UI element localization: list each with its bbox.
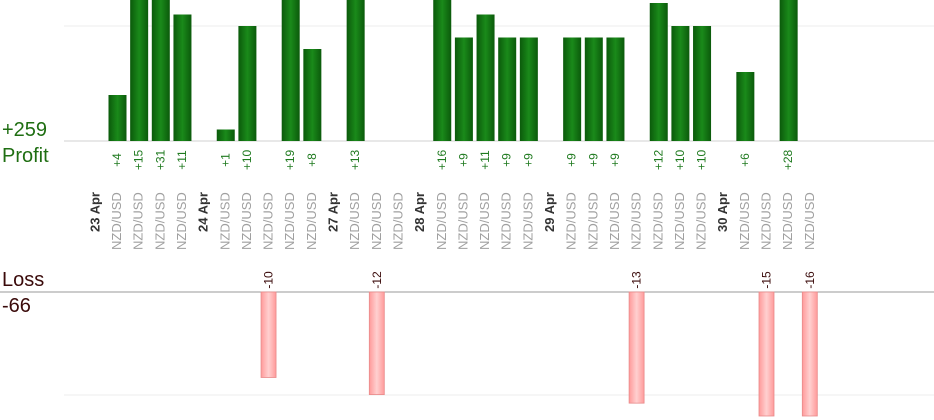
profit-label: Profit — [2, 145, 49, 167]
pair-label: NZD/USD — [780, 192, 795, 250]
pair-label: NZD/USD — [261, 192, 276, 250]
loss-total: -66 — [2, 295, 31, 317]
profit-value-label: +8 — [305, 153, 319, 167]
loss-value-label: -10 — [262, 271, 276, 289]
profit-value-label: +10 — [240, 149, 254, 170]
profit-bar — [779, 0, 798, 141]
pair-label: NZD/USD — [585, 192, 600, 250]
pair-label: NZD/USD — [629, 192, 644, 250]
profit-value-label: +9 — [500, 153, 514, 167]
date-label: 24 Apr — [196, 192, 211, 232]
profit-value-label: +1 — [218, 153, 232, 167]
pair-label: NZD/USD — [607, 192, 622, 250]
date-label: 28 Apr — [412, 192, 427, 232]
loss-bar — [628, 291, 645, 404]
date-label: 30 Apr — [715, 192, 730, 232]
pair-label: NZD/USD — [239, 192, 254, 250]
pair-label: NZD/USD — [564, 192, 579, 250]
profit-value-label: +6 — [738, 153, 752, 167]
profit-value-label: +15 — [132, 149, 146, 170]
profit-value-label: +9 — [586, 153, 600, 167]
date-label: 29 Apr — [542, 192, 557, 232]
profit-value-label: +9 — [608, 153, 622, 167]
profit-bar — [736, 72, 755, 141]
profit-bar — [281, 0, 300, 141]
profit-bar — [671, 26, 690, 141]
profit-bar — [130, 0, 149, 141]
pair-label: NZD/USD — [650, 192, 665, 250]
date-label: 27 Apr — [326, 192, 341, 232]
profit-bar — [151, 0, 170, 141]
profit-bar — [649, 3, 668, 141]
date-label: 23 Apr — [87, 192, 102, 232]
profit-bar — [108, 95, 127, 141]
profit-value-label: +19 — [283, 149, 297, 170]
loss-value-label: -15 — [760, 271, 774, 289]
profit-value-label: +9 — [521, 153, 535, 167]
profit-bar — [303, 49, 322, 141]
profit-value-label: +13 — [348, 149, 362, 170]
profit-value-label: +16 — [435, 149, 449, 170]
profit-bar — [173, 14, 192, 141]
profit-bar — [693, 26, 712, 141]
profit-bar — [519, 37, 538, 141]
profit-bar — [346, 0, 365, 141]
profit-bar — [238, 26, 257, 141]
pair-label: NZD/USD — [455, 192, 470, 250]
pair-label: NZD/USD — [390, 192, 405, 250]
pair-label: NZD/USD — [131, 192, 146, 250]
pair-label: NZD/USD — [737, 192, 752, 250]
profit-value-label: +31 — [153, 149, 167, 170]
pair-label: NZD/USD — [434, 192, 449, 250]
loss-label: Loss — [2, 269, 45, 291]
pair-label: NZD/USD — [152, 192, 167, 250]
profit-bar — [454, 37, 473, 141]
profit-bar — [433, 0, 452, 141]
pair-label: NZD/USD — [477, 192, 492, 250]
pair-label: NZD/USD — [802, 192, 817, 250]
profit-value-label: +28 — [781, 149, 795, 170]
profit-bar — [606, 37, 625, 141]
bar-layer — [108, 0, 818, 417]
profit-value-label: +9 — [456, 153, 470, 167]
profit-bar — [498, 37, 517, 141]
profit-bar — [584, 37, 603, 141]
profit-bar — [216, 129, 235, 141]
loss-value-label: -12 — [370, 271, 384, 289]
loss-bar — [801, 291, 818, 417]
label-layer: 23 Apr NZD/USD +4 NZD/USD +15 NZD/USD +31 NZD/U… — [87, 149, 816, 288]
pair-label: NZD/USD — [282, 192, 297, 250]
loss-bar — [758, 291, 775, 417]
profit-bar — [563, 37, 582, 141]
loss-value-label: -13 — [630, 271, 644, 289]
pair-label: NZD/USD — [694, 192, 709, 250]
pair-label: NZD/USD — [347, 192, 362, 250]
profit-value-label: +10 — [673, 149, 687, 170]
profit-value-label: +12 — [651, 149, 665, 170]
profit-value-label: +10 — [695, 149, 709, 170]
pair-label: NZD/USD — [174, 192, 189, 250]
pair-label: NZD/USD — [520, 192, 535, 250]
profit-value-label: +11 — [175, 150, 189, 170]
pair-label: NZD/USD — [217, 192, 232, 250]
profit-value-label: +4 — [110, 153, 124, 167]
loss-bar — [368, 291, 385, 395]
profit-value-label: +9 — [565, 153, 579, 167]
pair-label: NZD/USD — [369, 192, 384, 250]
pair-label: NZD/USD — [672, 192, 687, 250]
pair-label: NZD/USD — [304, 192, 319, 250]
loss-bar — [260, 291, 277, 378]
pair-label: NZD/USD — [499, 192, 514, 250]
profit-value-label: +11 — [478, 150, 492, 170]
pair-label: NZD/USD — [109, 192, 124, 250]
profit-total: +259 — [2, 119, 48, 141]
pair-label: NZD/USD — [759, 192, 774, 250]
profit-bar — [476, 14, 495, 141]
loss-value-label: -16 — [803, 271, 817, 289]
